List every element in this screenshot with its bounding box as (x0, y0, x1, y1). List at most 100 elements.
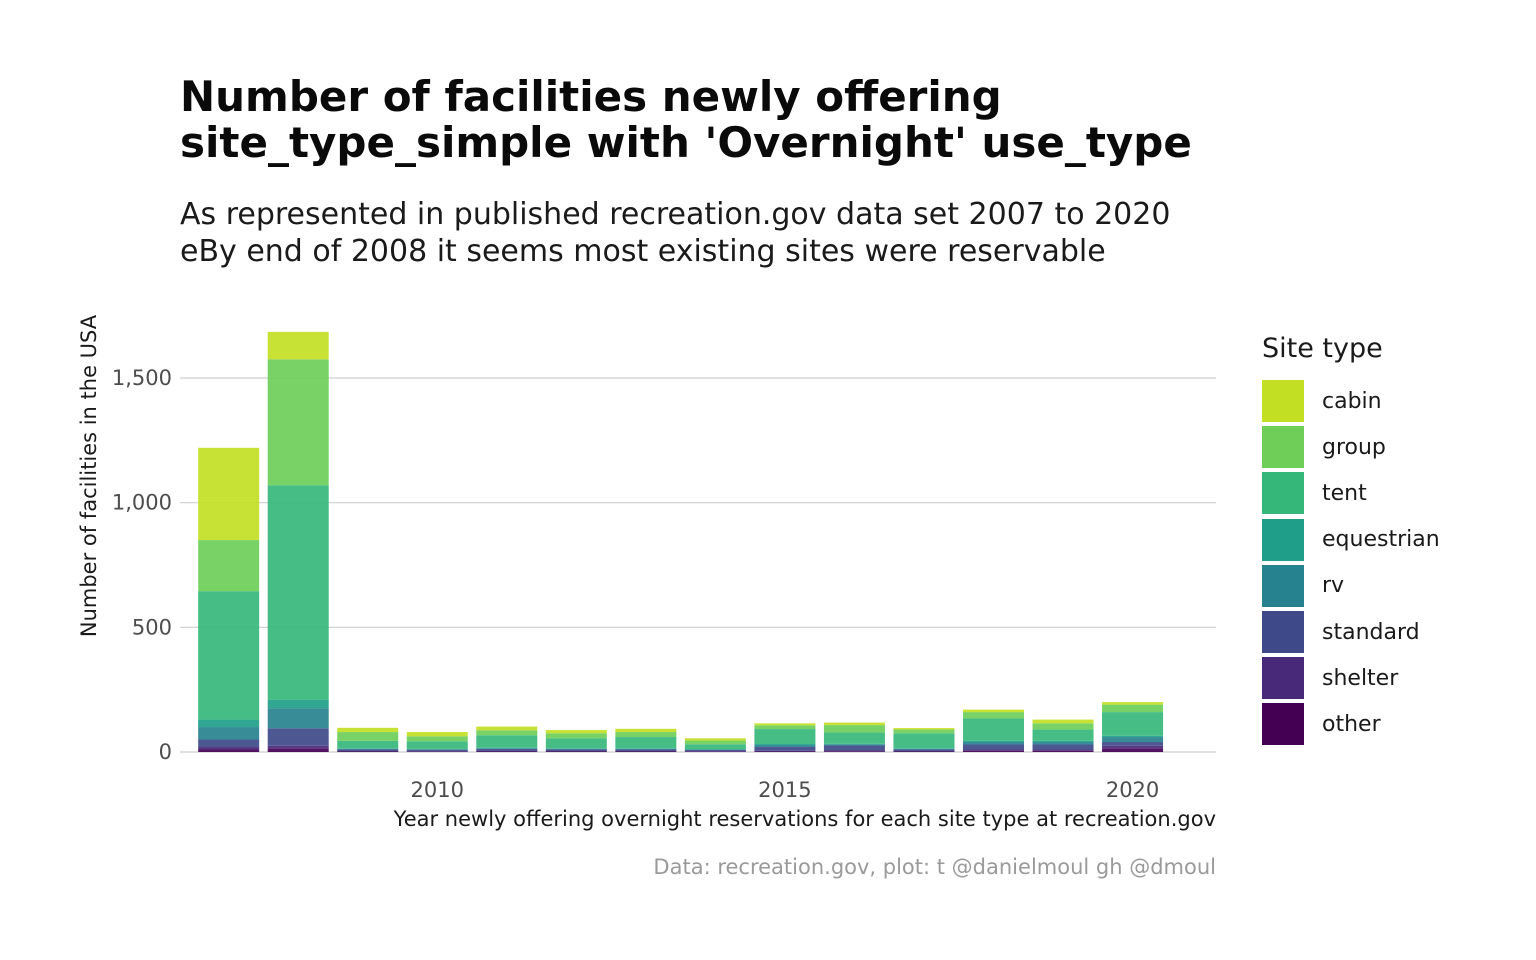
bar-2020-other (1102, 748, 1164, 752)
legend-label-other: other (1322, 711, 1381, 737)
bar-2017-shelter (893, 751, 955, 752)
bar-2010-shelter (406, 751, 468, 752)
bar-2014-group (684, 740, 746, 745)
bar-2017-tent (893, 733, 955, 749)
bar-2015-equestrian (754, 744, 816, 746)
bar-2015-rv (754, 745, 816, 748)
x-axis: 2010 2015 2020 (411, 778, 1160, 802)
bar-2008-other (267, 748, 329, 752)
bar-2010-rv (406, 749, 468, 751)
legend-item-other: other (1262, 701, 1440, 747)
bar-2007-equestrian (198, 719, 260, 728)
bar-2009-standard (337, 749, 399, 752)
bar-2020-cabin (1102, 702, 1164, 705)
bar-2016-shelter (823, 750, 885, 752)
bar-2019-equestrian (1032, 740, 1094, 743)
bar-2012-rv (545, 748, 607, 750)
x-tick-label-2010: 2010 (411, 778, 464, 802)
bar-2019-tent (1032, 729, 1094, 741)
x-tick-label-2015: 2015 (758, 778, 811, 802)
bar-2009-group (337, 732, 399, 741)
bar-2013-tent (615, 737, 677, 749)
bar-2010-tent (406, 741, 468, 749)
chart-title-line-1: Number of facilities newly offering (180, 72, 1002, 121)
legend-key-tent (1262, 472, 1304, 515)
bar-2020-shelter (1102, 745, 1164, 749)
bar-2016-group (823, 725, 885, 733)
legend-key-rv (1262, 564, 1304, 607)
x-tick-label-2020: 2020 (1106, 778, 1159, 802)
bar-2013-rv (615, 748, 677, 750)
bar-2017-standard (893, 749, 955, 752)
legend-item-shelter: shelter (1262, 655, 1440, 701)
bar-2008-cabin (267, 331, 329, 360)
chart-title: Number of facilities newly offering site… (180, 74, 1280, 166)
bar-2010-cabin (406, 732, 468, 737)
legend-key-shelter (1262, 657, 1304, 700)
legend-item-equestrian: equestrian (1262, 517, 1440, 563)
bar-2017-group (893, 729, 955, 734)
bar-2014-standard (684, 750, 746, 752)
bar-2012-standard (545, 749, 607, 752)
bar-2018-standard (963, 744, 1025, 750)
y-tick-label-1500: 1,500 (112, 366, 172, 390)
bar-2011-rv (476, 748, 538, 750)
legend-key-cabin (1262, 380, 1304, 423)
bar-2007-shelter (198, 747, 260, 750)
x-axis-label: Year newly offering overnight reservatio… (393, 807, 1216, 831)
bar-2019-other (1032, 750, 1094, 752)
bar-2013-other (615, 751, 677, 753)
bar-2018-rv (963, 742, 1025, 745)
bar-2017-cabin (893, 728, 955, 730)
legend-key-standard (1262, 611, 1304, 654)
legend-key-group (1262, 426, 1304, 469)
chart-title-line-2: site_type_simple with 'Overnight' use_ty… (180, 118, 1192, 167)
legend-item-group: group (1262, 424, 1440, 470)
bar-2016-cabin (823, 722, 885, 726)
bar-2009-shelter (337, 751, 399, 752)
legend-item-rv: rv (1262, 563, 1440, 609)
bar-2015-group (754, 725, 816, 730)
bar-2011-shelter (476, 751, 538, 752)
bar-2013-shelter (615, 751, 677, 752)
bars (198, 331, 1164, 753)
bar-2018-tent (963, 718, 1025, 741)
legend-label-shelter: shelter (1322, 665, 1399, 691)
legend-key-other (1262, 703, 1304, 746)
bar-2013-group (615, 732, 677, 738)
bar-2016-equestrian (823, 743, 885, 745)
y-axis: 0 500 1,000 1,500 (112, 366, 172, 764)
legend-label-tent: tent (1322, 480, 1367, 506)
bar-2012-equestrian (545, 748, 607, 749)
bar-2011-tent (476, 735, 538, 748)
bar-2012-cabin (545, 730, 607, 734)
legend-key-equestrian (1262, 518, 1304, 561)
bar-2015-cabin (754, 723, 816, 726)
bar-2012-group (545, 733, 607, 739)
bar-2010-group (406, 736, 468, 742)
y-axis-label: Number of facilities in the USA (77, 314, 101, 637)
bar-2019-group (1032, 723, 1094, 730)
bar-2018-equestrian (963, 740, 1025, 743)
bar-2015-tent (754, 729, 816, 745)
bar-2016-standard (823, 745, 885, 751)
bar-2011-group (476, 730, 538, 736)
legend: Site type cabin group tent equestrian rv stan… (1262, 333, 1440, 748)
bar-2020-group (1102, 704, 1164, 713)
bar-2019-cabin (1032, 719, 1094, 724)
legend-items: cabin group tent equestrian rv standard shelte… (1262, 378, 1440, 748)
bar-2020-tent (1102, 712, 1164, 736)
bar-2007-standard (198, 739, 260, 748)
bar-2020-rv (1102, 737, 1164, 743)
bar-2010-equestrian (406, 748, 468, 750)
legend-item-tent: tent (1262, 470, 1440, 516)
bar-2019-rv (1032, 742, 1094, 745)
bar-2015-shelter (754, 750, 816, 752)
chart-subtitle-line-2: eBy end of 2008 it seems most existing s… (180, 234, 1106, 269)
bar-2007-other (198, 749, 260, 752)
bar-2019-shelter (1032, 749, 1094, 751)
legend-label-equestrian: equestrian (1322, 527, 1440, 553)
bar-2018-shelter (963, 749, 1025, 751)
